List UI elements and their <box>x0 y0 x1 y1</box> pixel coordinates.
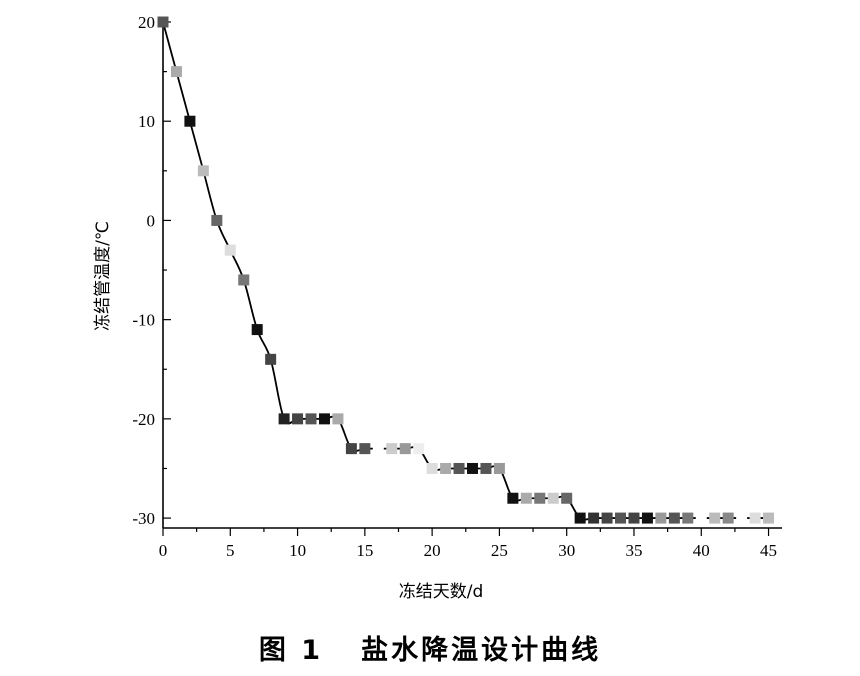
data-point <box>588 512 600 524</box>
x-tick-label: 15 <box>356 541 373 560</box>
data-point <box>722 512 734 524</box>
data-point <box>641 512 653 524</box>
data-point <box>682 512 694 524</box>
figure-title: 盐水降温设计曲线 <box>361 635 602 666</box>
data-point <box>238 274 250 286</box>
x-tick-label: 40 <box>693 541 710 560</box>
y-tick-label: 0 <box>147 211 156 230</box>
data-point <box>736 512 748 524</box>
y-tick-label: 10 <box>138 112 155 131</box>
data-point <box>601 512 613 524</box>
data-point <box>453 462 465 474</box>
data-point <box>507 492 519 504</box>
series-line <box>162 21 769 521</box>
x-tick-label: 5 <box>226 541 235 560</box>
x-axis-label: 冻结天数/d <box>399 582 484 602</box>
y-tick-label: -30 <box>132 509 155 528</box>
y-tick-label: -10 <box>132 311 155 330</box>
data-point <box>695 512 707 524</box>
x-tick-label: 20 <box>424 541 441 560</box>
data-point <box>520 492 532 504</box>
data-point <box>655 512 667 524</box>
data-point <box>372 443 384 455</box>
data-point <box>628 512 640 524</box>
data-point <box>318 413 330 425</box>
figure-number: 图 1 <box>258 635 324 666</box>
data-point <box>197 165 209 177</box>
data-markers <box>157 16 775 524</box>
data-point <box>211 214 223 226</box>
data-point <box>749 512 761 524</box>
y-axis-label: 冻结管温度/℃ <box>93 221 113 331</box>
figure-caption: 图 1 盐水降温设计曲线 <box>0 628 860 667</box>
data-point <box>184 115 196 127</box>
data-point <box>668 512 680 524</box>
data-point <box>534 492 546 504</box>
x-tick-label: 35 <box>625 541 642 560</box>
data-point <box>493 462 505 474</box>
data-point <box>709 512 721 524</box>
data-point <box>426 462 438 474</box>
data-point <box>292 413 304 425</box>
data-point <box>413 443 425 455</box>
y-axis-ticks: 20 10 0 -10 -20 -30 <box>132 13 171 528</box>
data-point <box>561 492 573 504</box>
data-point <box>251 324 263 336</box>
data-point <box>332 413 344 425</box>
x-tick-label: 45 <box>760 541 777 560</box>
data-point <box>480 462 492 474</box>
data-point <box>265 353 277 365</box>
data-point <box>359 443 371 455</box>
data-point <box>305 413 317 425</box>
y-tick-label: -20 <box>132 410 155 429</box>
x-tick-label: 0 <box>159 541 168 560</box>
data-point <box>224 244 236 256</box>
data-point <box>157 16 169 28</box>
temperature-chart: 20 10 0 -10 -20 -30 0 5 10 15 20 25 30 35 40 45 冻结天数/d… <box>93 13 782 602</box>
data-point <box>574 512 586 524</box>
y-tick-label: 20 <box>138 13 155 32</box>
data-point <box>170 66 182 78</box>
data-point <box>467 462 478 474</box>
data-point <box>440 462 452 474</box>
data-point <box>386 443 398 455</box>
data-point <box>345 443 357 455</box>
x-tick-label: 25 <box>491 541 508 560</box>
chart-axes <box>162 22 782 529</box>
x-axis-ticks: 0 5 10 15 20 25 30 35 40 45 <box>159 528 777 560</box>
x-tick-label: 30 <box>558 541 575 560</box>
data-point <box>278 413 290 425</box>
data-point <box>763 512 775 524</box>
data-point <box>547 492 559 504</box>
x-tick-label: 10 <box>289 541 306 560</box>
data-point <box>399 443 411 455</box>
data-point <box>615 512 627 524</box>
